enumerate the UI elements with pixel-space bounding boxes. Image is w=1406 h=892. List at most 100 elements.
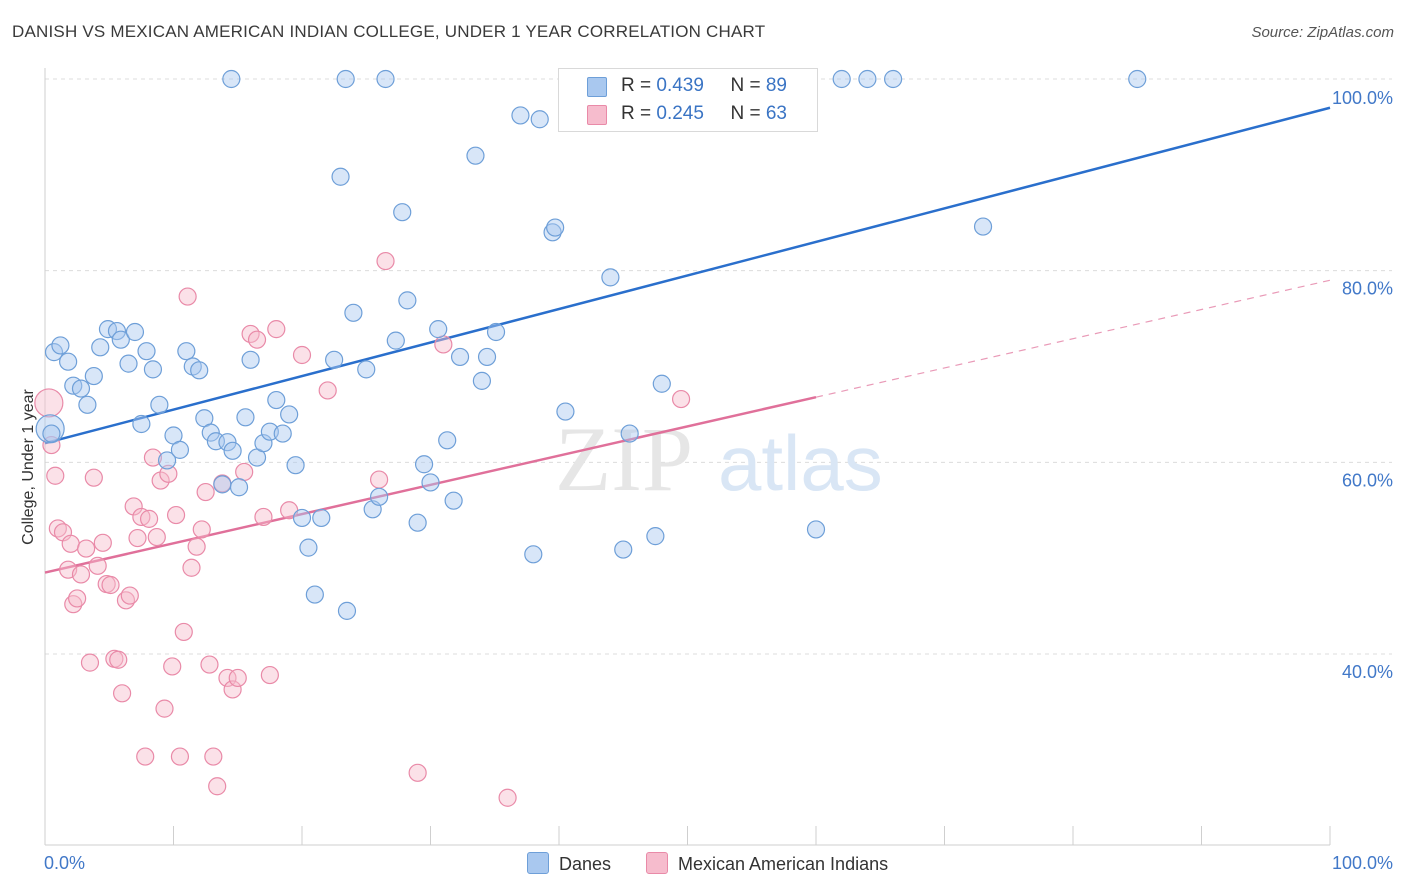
danes-point: [132, 414, 151, 434]
mexican-point: [166, 505, 186, 525]
danes-point: [190, 361, 209, 380]
danes-point: [312, 508, 331, 528]
mexican-point: [267, 320, 286, 339]
mexican-point: [88, 556, 107, 575]
mexican-point: [376, 251, 395, 271]
mexican-point: [84, 468, 103, 487]
danes-point: [614, 540, 633, 559]
watermark: ZIP atlas: [555, 408, 883, 510]
danes-trend-line: [44, 106, 1331, 445]
y-tick-label: 80.0%: [1342, 279, 1393, 299]
mexican-r-value: 0.245: [656, 103, 704, 124]
mexican-point: [292, 345, 312, 365]
danes-point: [883, 69, 903, 89]
mexican-point: [109, 650, 128, 669]
mexican-point: [147, 527, 166, 547]
mexican-point: [254, 507, 273, 527]
mexican-point: [223, 680, 242, 699]
danes-point: [91, 338, 110, 357]
danes-point: [408, 513, 427, 532]
mexican-r-label: R =: [621, 103, 657, 124]
danes-n-value: 89: [765, 75, 787, 96]
bottom-legend-danes: Danes: [527, 852, 611, 875]
mexican-point: [143, 448, 163, 467]
danes-point: [213, 475, 232, 494]
danes-point: [620, 424, 639, 443]
mexican-point: [136, 747, 155, 766]
danes-point: [386, 331, 405, 350]
danes-point: [546, 218, 565, 237]
danes-point: [393, 203, 412, 222]
danes-point: [292, 508, 312, 528]
mexican-point: [228, 668, 247, 688]
mexican-trend-extension: [815, 279, 1331, 398]
mexican-point: [174, 622, 193, 642]
danes-point: [429, 320, 448, 339]
danes-point: [450, 347, 470, 367]
danes-point: [157, 451, 177, 470]
danes-point: [421, 473, 440, 492]
danes-point: [486, 322, 506, 342]
x-tick-label: 100.0%: [1332, 853, 1393, 873]
danes-point: [646, 527, 665, 546]
danes-point: [556, 402, 575, 421]
danes-point: [806, 520, 826, 539]
mexican-point: [159, 464, 178, 483]
y-tick-label: 100.0%: [1332, 88, 1393, 108]
mexican-n-value: 63: [765, 103, 787, 124]
danes-point: [137, 342, 156, 361]
mexican-point: [139, 509, 159, 528]
bottom-legend-mexican: Mexican American Indians: [646, 852, 888, 875]
watermark-zip: ZIP: [555, 408, 693, 510]
danes-r-value: 0.439: [656, 75, 704, 96]
mexican-point: [187, 537, 206, 556]
trend-lines: [44, 106, 1331, 574]
danes-point: [254, 434, 273, 453]
danes-point: [357, 360, 376, 379]
danes-point: [170, 440, 190, 459]
mexican-point: [192, 520, 211, 539]
y-axis-label: College, Under 1 year: [20, 389, 37, 545]
danes-point: [98, 320, 118, 339]
mexican-point: [163, 657, 182, 676]
mexican-point: [408, 763, 427, 782]
mexican-point: [77, 539, 96, 558]
danes-point: [524, 545, 543, 564]
danes-point: [472, 371, 491, 390]
danes-point: [414, 455, 434, 474]
x-tick-label: 0.0%: [44, 853, 85, 873]
mexican-point: [218, 668, 237, 688]
danes-legend-swatch: [527, 852, 549, 874]
danes-point: [858, 69, 877, 89]
danes-r-label: R =: [621, 75, 657, 96]
chart-source: Source: ZipAtlas.com: [1251, 24, 1394, 41]
danes-point: [438, 431, 457, 450]
mexican-point: [151, 471, 170, 490]
danes-point: [370, 487, 389, 506]
mexican-point: [71, 565, 91, 584]
danes-point: [652, 374, 671, 393]
danes-point: [150, 395, 169, 414]
danes-point: [398, 291, 417, 310]
danes-point: [42, 424, 61, 443]
danes-point: [111, 330, 130, 349]
danes-point: [84, 366, 103, 386]
danes-point: [218, 433, 237, 452]
danes-point: [59, 352, 78, 371]
danes-point: [78, 395, 97, 414]
mexican-point: [260, 665, 279, 685]
tick-labels: 40.0% 60.0% 80.0% 100.0% 0.0% 100.0%: [44, 88, 1393, 873]
danes-point: [477, 347, 497, 367]
danes-point: [325, 350, 344, 369]
mexican-point: [80, 653, 100, 672]
mexican-point: [61, 534, 80, 553]
mexican-point: [370, 470, 389, 489]
mexican-point: [318, 381, 337, 400]
danes-point: [466, 146, 485, 165]
danes-point: [376, 69, 395, 89]
danes-point: [336, 69, 355, 89]
stats-legend: R = 0.439 N = 89 R = 0.245 N = 63: [558, 68, 818, 132]
mexican-point: [671, 389, 691, 409]
mexican-legend-swatch: [646, 852, 668, 874]
